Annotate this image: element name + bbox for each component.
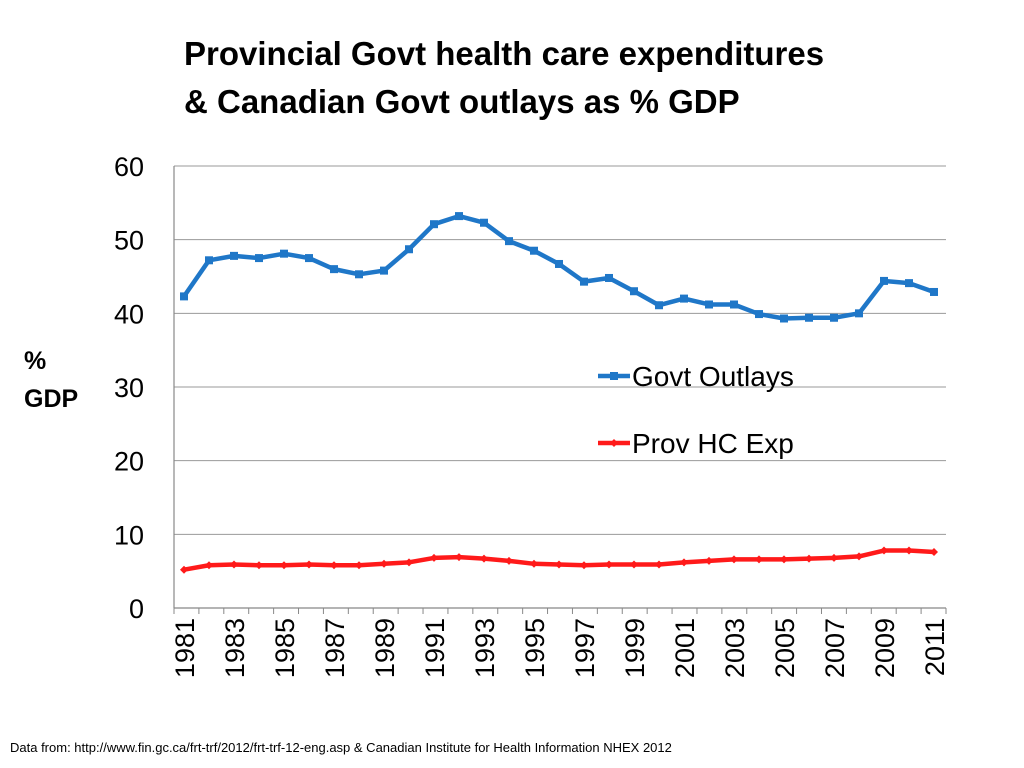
data-point-govt-outlays-1989: [380, 266, 388, 275]
legend-marker-prov-hc-exp: [610, 439, 618, 447]
data-point-prov-hc-exp-2006: [805, 554, 813, 563]
data-point-govt-outlays-2007: [830, 313, 838, 322]
y-tick-label-20: 20: [114, 447, 144, 477]
data-point-prov-hc-exp-2010: [905, 546, 913, 555]
data-point-prov-hc-exp-2001: [680, 558, 688, 567]
y-tick-label-50: 50: [114, 226, 144, 256]
data-point-prov-hc-exp-1994: [505, 556, 513, 565]
chart-title-line-1: Provincial Govt health care expenditures: [184, 35, 825, 72]
x-tick-label-2001: 2001: [670, 618, 700, 678]
y-axis-label-line-1: %: [24, 347, 47, 375]
data-point-prov-hc-exp-1989: [380, 559, 388, 568]
data-point-govt-outlays-1984: [255, 254, 263, 263]
data-point-prov-hc-exp-2003: [730, 555, 738, 564]
data-point-govt-outlays-1987: [330, 265, 338, 274]
data-point-prov-hc-exp-1984: [255, 561, 263, 570]
data-point-govt-outlays-1981: [180, 292, 188, 301]
data-point-prov-hc-exp-1999: [630, 560, 638, 569]
data-point-govt-outlays-2004: [755, 310, 763, 319]
chart-title-line-2: & Canadian Govt outlays as % GDP: [184, 83, 740, 120]
data-point-govt-outlays-2000: [655, 301, 663, 310]
source-note: Data from: http://www.fin.gc.ca/frt-trf/…: [10, 740, 672, 755]
data-point-prov-hc-exp-2008: [855, 552, 863, 561]
data-point-prov-hc-exp-1997: [580, 561, 588, 570]
y-tick-label-10: 10: [114, 520, 144, 550]
legend-marker-govt-outlays: [610, 372, 618, 380]
data-point-prov-hc-exp-2009: [880, 546, 888, 555]
data-point-govt-outlays-1990: [405, 245, 413, 254]
x-tick-label-1985: 1985: [270, 618, 300, 678]
data-point-prov-hc-exp-1996: [555, 560, 563, 569]
data-point-govt-outlays-1982: [205, 256, 213, 265]
data-point-prov-hc-exp-1993: [480, 554, 488, 563]
data-point-govt-outlays-1996: [555, 259, 563, 268]
legend-label-prov-hc-exp: Prov HC Exp: [632, 428, 794, 459]
y-tick-label-40: 40: [114, 299, 144, 329]
data-point-prov-hc-exp-1995: [530, 559, 538, 568]
data-point-govt-outlays-1991: [430, 220, 438, 229]
data-point-prov-hc-exp-1981: [180, 565, 188, 574]
data-point-prov-hc-exp-1991: [430, 553, 438, 562]
data-point-prov-hc-exp-1988: [355, 561, 363, 570]
data-point-prov-hc-exp-1985: [280, 561, 288, 570]
data-point-prov-hc-exp-1992: [455, 553, 463, 562]
data-point-prov-hc-exp-1986: [305, 560, 313, 569]
data-point-govt-outlays-2006: [805, 313, 813, 322]
y-tick-label-60: 60: [114, 152, 144, 182]
y-tick-label-30: 30: [114, 373, 144, 403]
data-point-prov-hc-exp-1990: [405, 558, 413, 567]
x-tick-label-1993: 1993: [470, 618, 500, 678]
y-tick-label-0: 0: [129, 594, 144, 624]
y-axis-label-line-2: GDP: [24, 385, 79, 413]
data-point-govt-outlays-1999: [630, 287, 638, 296]
x-tick-label-2003: 2003: [720, 618, 750, 678]
data-point-prov-hc-exp-2005: [780, 555, 788, 564]
data-point-govt-outlays-2002: [705, 300, 713, 309]
x-tick-label-2009: 2009: [870, 618, 900, 678]
data-point-prov-hc-exp-1998: [605, 560, 613, 569]
x-tick-label-1981: 1981: [170, 618, 200, 678]
data-point-govt-outlays-2008: [855, 309, 863, 318]
line-chart: 0 10 20 30 40 50 60 1981 1983 1985 1987 1989 1991 199…: [114, 152, 950, 678]
legend-label-govt-outlays: Govt Outlays: [632, 361, 794, 392]
x-tick-label-1995: 1995: [520, 618, 550, 678]
data-point-govt-outlays-2003: [730, 300, 738, 309]
data-point-govt-outlays-2009: [880, 276, 888, 285]
x-tick-label-1983: 1983: [220, 618, 250, 678]
x-tick-label-2005: 2005: [770, 618, 800, 678]
data-point-prov-hc-exp-1987: [330, 561, 338, 570]
data-point-govt-outlays-1992: [455, 212, 463, 221]
x-tick-label-2007: 2007: [820, 618, 850, 678]
data-point-govt-outlays-1997: [580, 277, 588, 286]
data-point-govt-outlays-1995: [530, 246, 538, 255]
y-axis-label: % GDP: [24, 342, 78, 418]
data-point-govt-outlays-1985: [280, 249, 288, 258]
x-tick-label-1997: 1997: [570, 618, 600, 678]
data-point-prov-hc-exp-2007: [830, 553, 838, 562]
data-point-prov-hc-exp-1982: [205, 561, 213, 570]
data-point-govt-outlays-2010: [905, 279, 913, 288]
x-tick-label-1989: 1989: [370, 618, 400, 678]
data-point-prov-hc-exp-2000: [655, 560, 663, 569]
data-point-govt-outlays-1988: [355, 270, 363, 279]
data-point-govt-outlays-1983: [230, 251, 238, 260]
chart-title: Provincial Govt health care expenditures…: [184, 30, 984, 126]
data-point-govt-outlays-1993: [480, 218, 488, 227]
x-tick-label-1999: 1999: [620, 618, 650, 678]
data-point-govt-outlays-1986: [305, 254, 313, 263]
data-point-prov-hc-exp-2011: [930, 548, 938, 557]
data-point-govt-outlays-2001: [680, 294, 688, 303]
x-tick-label-1987: 1987: [320, 618, 350, 678]
data-point-prov-hc-exp-2002: [705, 556, 713, 565]
x-tick-label-1991: 1991: [420, 618, 450, 678]
x-tick-label-2011: 2011: [920, 618, 950, 676]
data-point-govt-outlays-1994: [505, 237, 513, 246]
data-point-govt-outlays-1998: [605, 273, 613, 282]
data-point-prov-hc-exp-2004: [755, 555, 763, 564]
data-point-govt-outlays-2005: [780, 314, 788, 323]
data-point-govt-outlays-2011: [930, 287, 938, 296]
data-point-prov-hc-exp-1983: [230, 560, 238, 569]
